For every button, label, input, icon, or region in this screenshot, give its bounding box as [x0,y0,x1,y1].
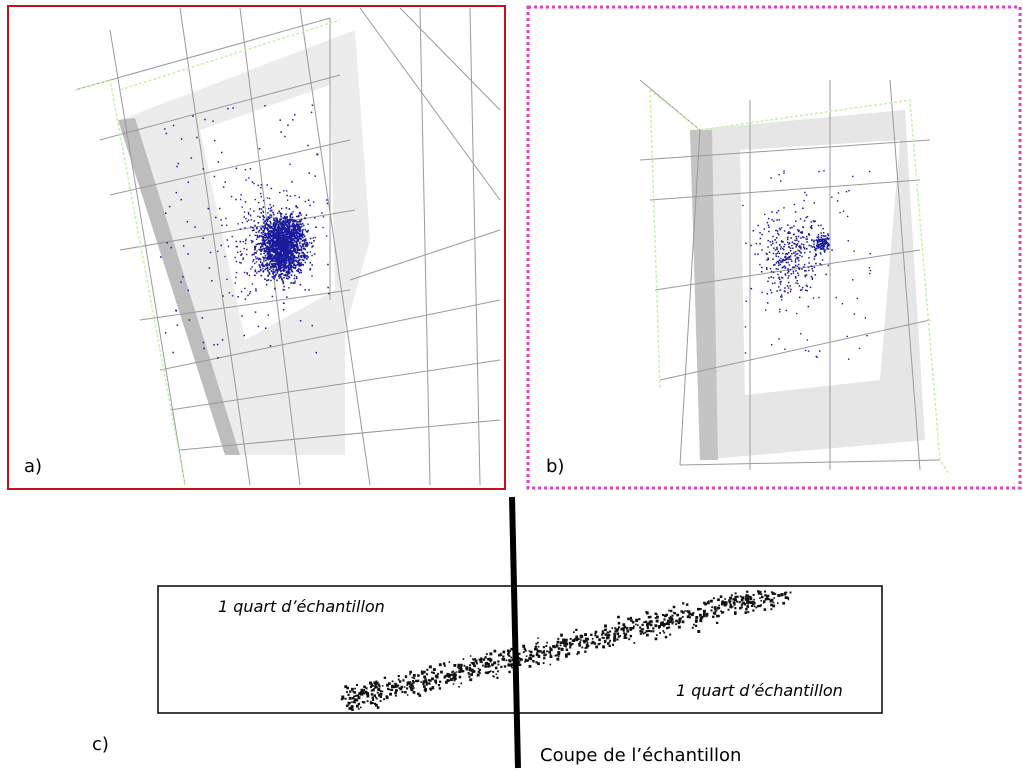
annotation: 1 quart d’échantillon [218,597,385,616]
grid [74,7,501,486]
particles [340,590,792,711]
panel-label: c) [92,734,109,755]
panel-c: 1 quart d’échantillon 1 quart d’échantil… [92,496,883,769]
particles [160,104,330,359]
sample-edge [690,130,718,460]
cut-label: Coupe de l’échantillon [540,745,741,766]
bounding-box [74,19,341,486]
annotation: 1 quart d’échantillon [676,681,843,700]
panel-label: b) [546,456,564,477]
bounding-box [649,89,951,476]
panel-label: a) [24,456,42,477]
sample-edge [118,118,240,455]
panel-a: a) [7,5,506,490]
sample-interior [740,140,900,395]
cut-line [509,496,521,769]
panel-b: b) [526,5,1022,490]
section-frame [157,585,883,714]
